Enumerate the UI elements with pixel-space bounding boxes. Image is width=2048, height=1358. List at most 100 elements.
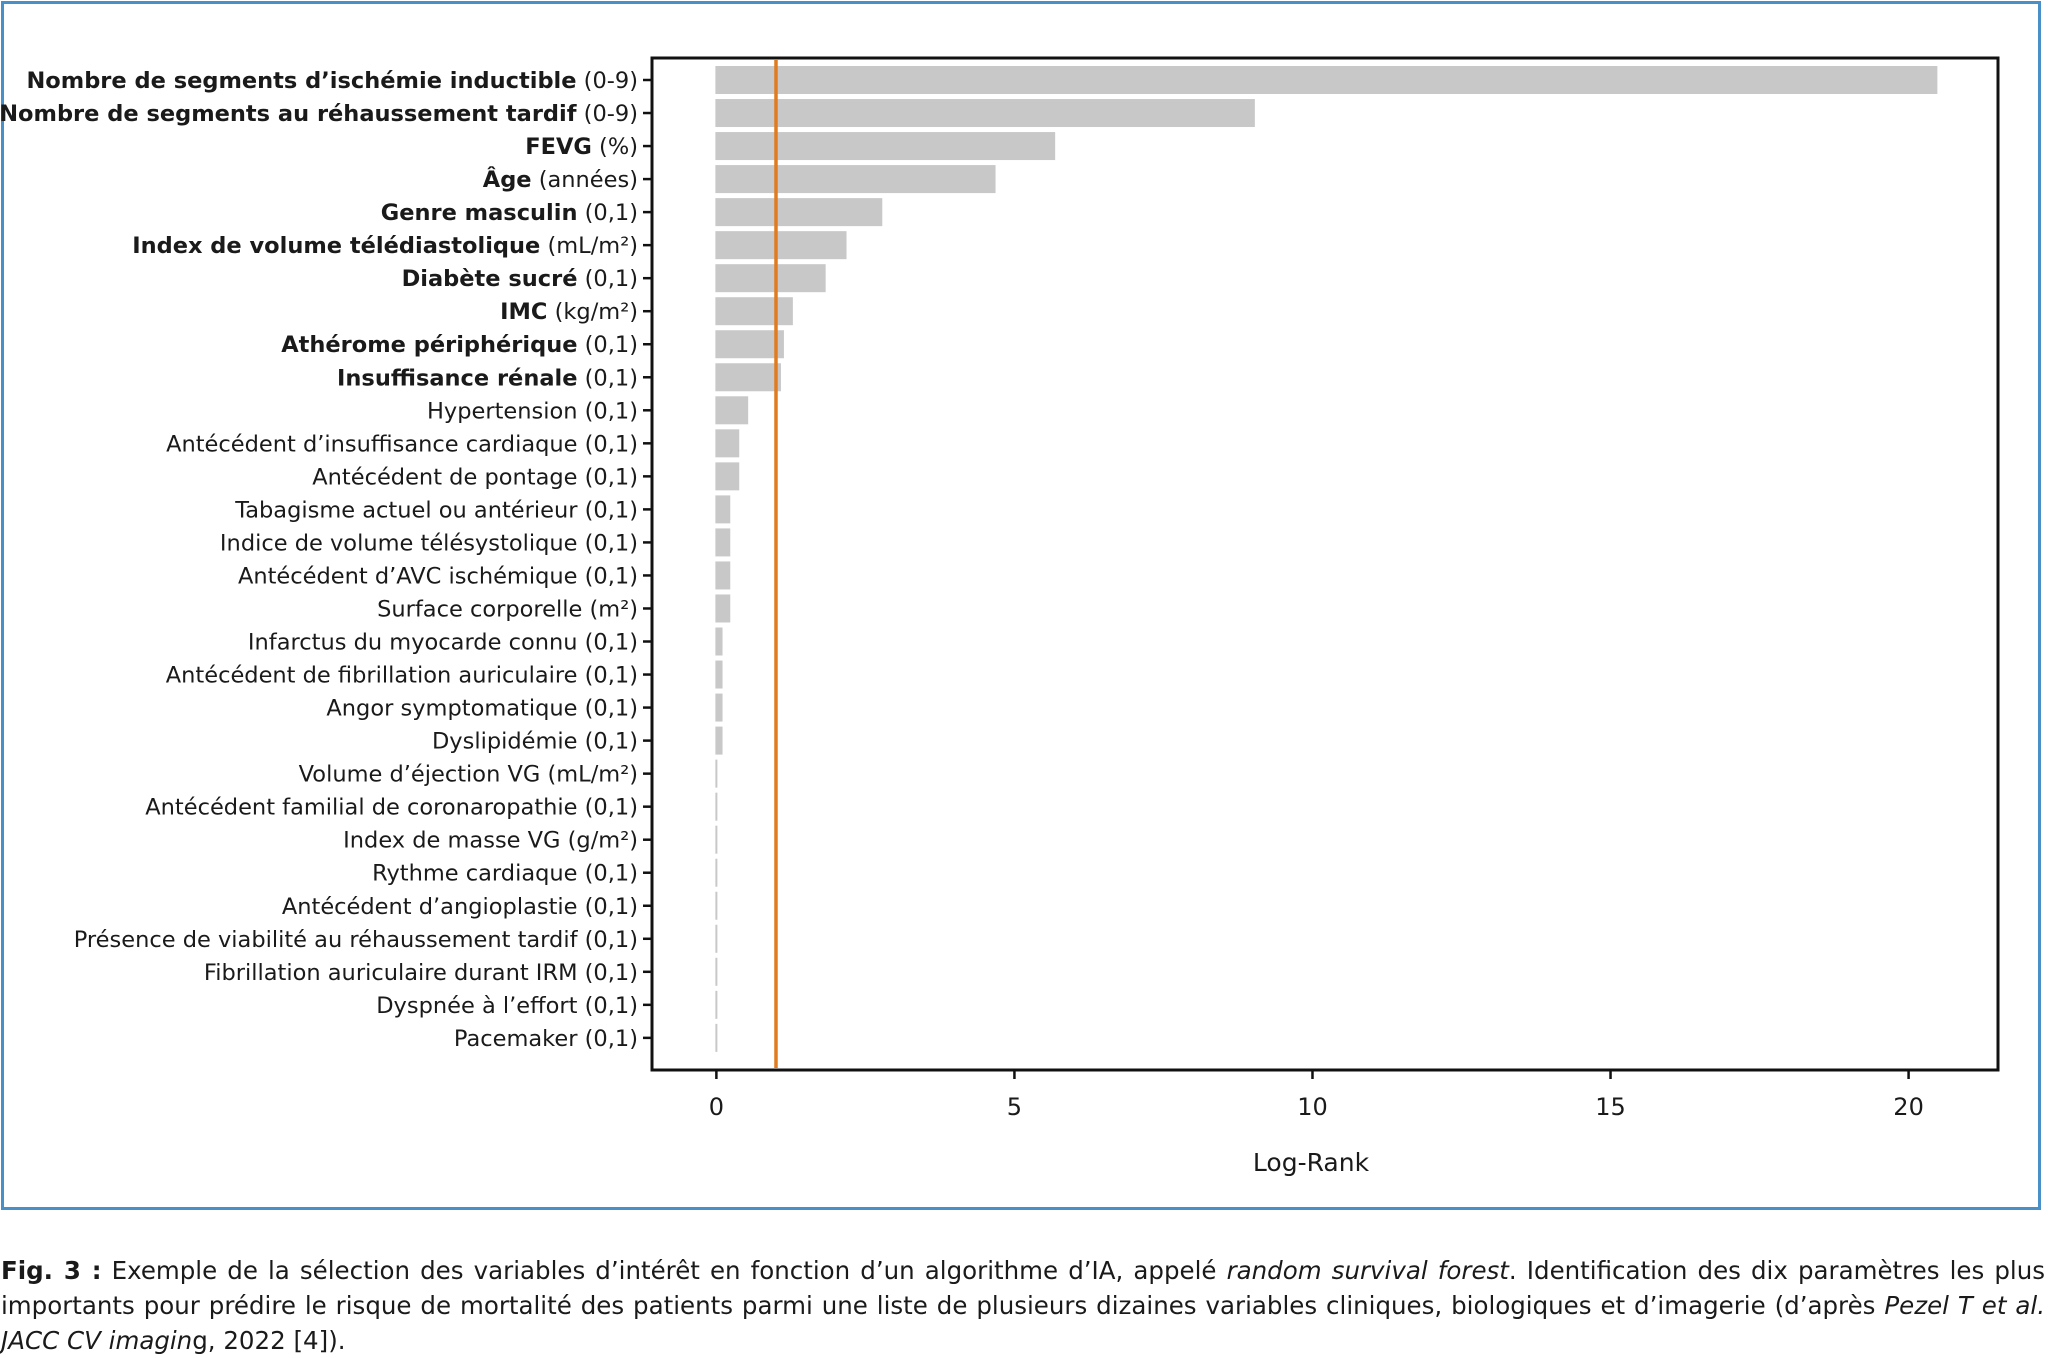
category-unit: (0,1) [578, 630, 639, 656]
category-unit: (années) [532, 167, 638, 193]
category-unit: (0,1) [578, 365, 639, 391]
category-unit: (0,1) [578, 530, 639, 556]
category-label: Présence de viabilité au réhaussement ta… [74, 927, 638, 953]
bar [715, 231, 847, 260]
bar [715, 726, 723, 755]
category-label: Surface corporelle (m²) [377, 596, 638, 622]
category-label: Hypertension (0,1) [427, 398, 638, 424]
category-label: Fibrillation auriculaire durant IRM (0,1… [204, 960, 638, 986]
chart: Nombre de segments d’ischémie inductible… [0, 56, 2000, 1177]
bar [715, 264, 826, 293]
category-name: Dyslipidémie [432, 729, 578, 755]
caption-text-3: g, 2022 [4]). [192, 1326, 346, 1355]
bar [715, 165, 996, 194]
category-name: Pacemaker [454, 1026, 578, 1052]
bar [715, 858, 718, 887]
category-unit: (0,1) [578, 200, 639, 226]
category-name: Genre masculin [381, 200, 578, 226]
category-unit: (mL/m²) [540, 762, 638, 788]
caption-italic-1: random survival forest [1226, 1256, 1509, 1285]
x-axis-title: Log-Rank [1253, 1148, 1370, 1177]
bar [715, 66, 1938, 94]
x-tick-label: 20 [1893, 1093, 1924, 1121]
bar [715, 330, 784, 359]
category-name: Antécédent d’angioplastie [282, 894, 578, 920]
category-label: Âge (années) [483, 165, 638, 193]
category-unit: (0,1) [578, 960, 639, 986]
category-name: Antécédent de fibrillation auriculaire [166, 663, 578, 689]
category-name: Antécédent d’AVC ischémique [238, 563, 578, 589]
category-label: Nombre de segments au réhaussement tardi… [0, 101, 638, 127]
category-label: Pacemaker (0,1) [454, 1026, 638, 1052]
category-name: Nombre de segments d’ischémie inductible [26, 68, 576, 94]
category-label: Volume d’éjection VG (mL/m²) [299, 762, 638, 788]
bar [715, 198, 883, 227]
bar [715, 693, 723, 722]
category-label: Nombre de segments d’ischémie inductible… [26, 68, 638, 94]
x-tick-label: 0 [709, 1093, 724, 1121]
plot-frame [650, 56, 2000, 1072]
category-name: FEVG [525, 134, 592, 160]
category-label: Index de volume télédiastolique (mL/m²) [132, 233, 638, 259]
bar [715, 759, 718, 788]
category-name: Diabète sucré [402, 266, 578, 292]
category-unit: (0,1) [578, 663, 639, 689]
bar [715, 99, 1255, 128]
category-name: Angor symptomatique [326, 696, 577, 722]
category-unit: (0,1) [578, 266, 639, 292]
figure-frame [1, 1, 2041, 1210]
category-unit: (%) [592, 134, 638, 160]
category-name: Index de masse VG [343, 828, 560, 854]
category-unit: (0-9) [577, 101, 638, 127]
category-unit: (0,1) [578, 696, 639, 722]
figure-caption: Fig. 3 : Exemple de la sélection des var… [1, 1253, 2045, 1358]
category-unit: (0,1) [578, 894, 639, 920]
caption-figure-number: Fig. 3 : [1, 1256, 102, 1285]
category-name: Antécédent de pontage [312, 464, 577, 490]
category-name: Infarctus du myocarde connu [248, 630, 578, 656]
category-name: Antécédent familial de coronaropathie [145, 795, 577, 821]
category-label: Index de masse VG (g/m²) [343, 828, 638, 854]
category-unit: (0,1) [578, 1026, 639, 1052]
category-label: Infarctus du myocarde connu (0,1) [248, 630, 638, 656]
category-name: Fibrillation auriculaire durant IRM [204, 960, 578, 986]
category-name: Surface corporelle [377, 596, 582, 622]
category-name: Indice de volume télésystolique [220, 530, 578, 556]
bar [715, 396, 749, 425]
category-name: Nombre de segments au réhaussement tardi… [0, 101, 577, 127]
category-unit: (0,1) [578, 332, 639, 358]
category-unit: (g/m²) [560, 828, 638, 854]
category-name: Âge [483, 165, 532, 193]
bar [715, 990, 718, 1019]
category-name: Insuffisance rénale [337, 365, 577, 391]
category-label: Antécédent d’angioplastie (0,1) [282, 894, 638, 920]
category-unit: (0,1) [578, 431, 639, 457]
category-unit: (m²) [582, 596, 638, 622]
category-label: Antécédent de pontage (0,1) [312, 464, 638, 490]
category-label: Rythme cardiaque (0,1) [372, 861, 638, 887]
bar [715, 660, 723, 689]
category-label: Angor symptomatique (0,1) [326, 696, 638, 722]
category-unit: (0,1) [578, 795, 639, 821]
category-unit: (kg/m²) [547, 299, 638, 325]
category-name: Hypertension [427, 398, 578, 424]
category-label: IMC (kg/m²) [500, 299, 638, 325]
bar [715, 627, 723, 656]
category-name: Athérome périphérique [281, 332, 577, 358]
bar [715, 429, 740, 458]
category-label: Athérome périphérique (0,1) [281, 332, 638, 358]
category-unit: (0,1) [578, 398, 639, 424]
x-tick-label: 10 [1297, 1093, 1328, 1121]
category-unit: (0,1) [578, 861, 639, 887]
category-unit: (mL/m²) [540, 233, 638, 259]
category-label: Insuffisance rénale (0,1) [337, 365, 638, 391]
category-name: Tabagisme actuel ou antérieur [234, 497, 578, 523]
category-label: Indice de volume télésystolique (0,1) [220, 530, 638, 556]
category-unit: (0-9) [577, 68, 638, 94]
category-label: Dyslipidémie (0,1) [432, 729, 638, 755]
bar [715, 297, 793, 326]
category-label: Tabagisme actuel ou antérieur (0,1) [234, 497, 638, 523]
bar [715, 924, 718, 953]
category-name: Volume d’éjection VG [299, 762, 541, 788]
bar [715, 528, 731, 557]
